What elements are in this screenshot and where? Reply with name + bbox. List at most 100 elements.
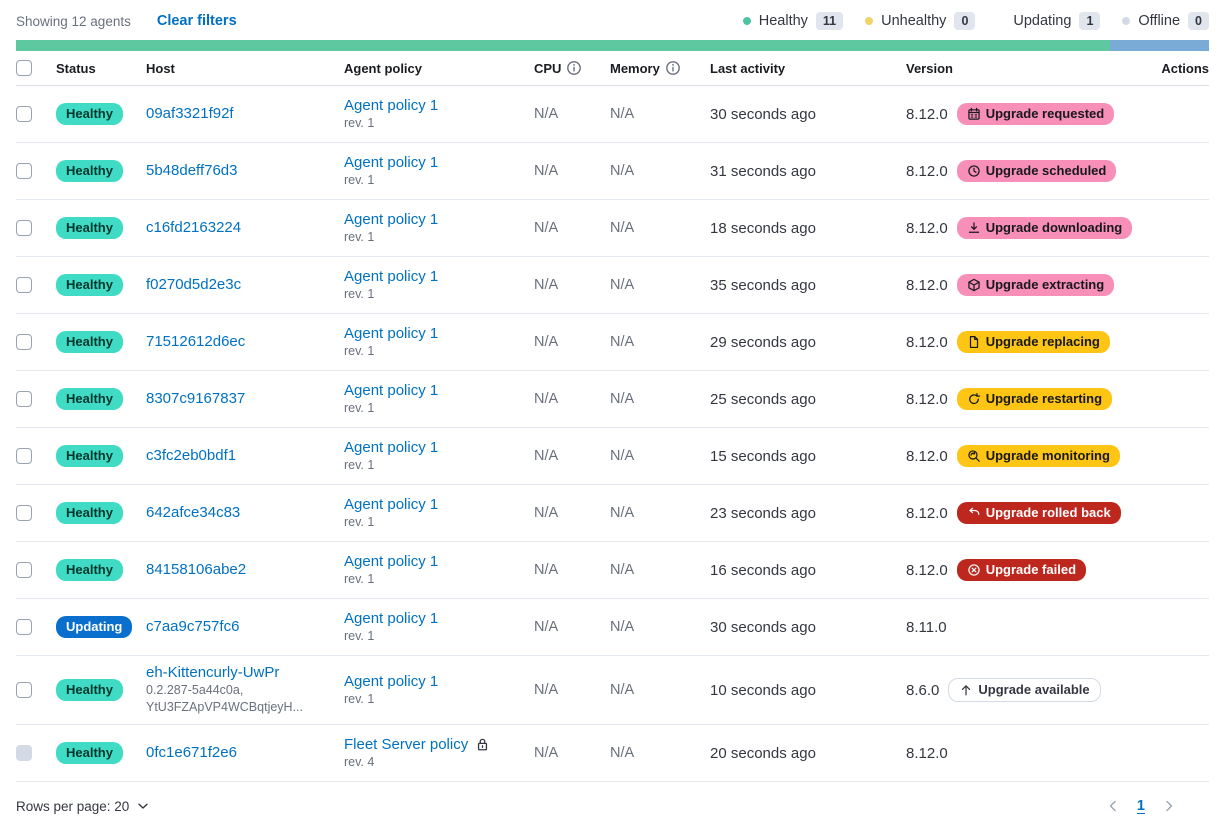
row-actions-button[interactable] — [1201, 452, 1209, 460]
row-checkbox[interactable] — [16, 448, 32, 464]
legend-count-badge: 1 — [1079, 12, 1101, 30]
agent-policy-link[interactable]: Agent policy 1 — [344, 210, 439, 228]
row-checkbox[interactable] — [16, 619, 32, 635]
host-link[interactable]: eh-Kittencurly-UwPr — [146, 664, 280, 681]
row-cpu-cell: N/A — [534, 163, 610, 179]
memory-value: N/A — [610, 745, 635, 761]
agent-policy-link[interactable]: Agent policy 1 — [344, 609, 439, 627]
cross-circle-icon — [967, 563, 981, 577]
host-link[interactable]: 0fc1e671f2e6 — [146, 744, 237, 761]
agent-policy-link[interactable]: Agent policy 1 — [344, 153, 439, 171]
status-badge: Healthy — [56, 217, 123, 239]
row-actions-button[interactable] — [1201, 338, 1209, 346]
agent-policy-link[interactable]: Agent policy 1 — [344, 495, 439, 513]
host-link[interactable]: c16fd2163224 — [146, 219, 242, 236]
row-select-cell — [16, 163, 56, 179]
row-checkbox[interactable] — [16, 334, 32, 350]
info-icon[interactable] — [566, 60, 582, 76]
row-host-cell: 71512612d6ec — [146, 333, 344, 351]
last-activity: 30 seconds ago — [710, 618, 816, 636]
host-link[interactable]: f0270d5d2e3c — [146, 276, 242, 293]
table-row: Healthy f0270d5d2e3c Agent policy 1 rev.… — [16, 257, 1209, 314]
row-memory-cell: N/A — [610, 505, 710, 521]
agent-policy-link[interactable]: Agent policy 1 — [344, 96, 439, 114]
agent-version: 8.11.0 — [906, 618, 947, 636]
cpu-value: N/A — [534, 163, 559, 179]
row-actions-button[interactable] — [1201, 167, 1209, 175]
row-actions-button[interactable] — [1201, 566, 1209, 574]
agent-policy-link[interactable]: Agent policy 1 — [344, 267, 439, 285]
calendar-icon — [967, 107, 981, 121]
agent-version: 8.6.0 — [906, 681, 940, 699]
row-actions-cell — [1146, 395, 1209, 403]
agent-version: 8.12.0 — [906, 276, 948, 294]
last-activity: 30 seconds ago — [710, 105, 816, 123]
agent-policy-link[interactable]: Agent policy 1 — [344, 324, 439, 342]
row-actions-button[interactable] — [1201, 395, 1209, 403]
row-checkbox[interactable] — [16, 106, 32, 122]
row-actions-button[interactable] — [1201, 224, 1209, 232]
row-cpu-cell: N/A — [534, 334, 610, 350]
agent-policy-link[interactable]: Agent policy 1 — [344, 381, 439, 399]
clear-filters-link[interactable]: Clear filters — [156, 13, 237, 29]
legend-label: Offline — [1138, 13, 1181, 29]
row-checkbox[interactable] — [16, 682, 32, 698]
row-memory-cell: N/A — [610, 106, 710, 122]
row-select-cell — [16, 334, 56, 350]
legend-item-updating[interactable]: Updating 1 — [997, 12, 1101, 30]
last-activity: 31 seconds ago — [710, 162, 816, 180]
row-select-cell — [16, 745, 56, 761]
row-actions-button[interactable] — [1201, 686, 1209, 694]
host-link[interactable]: 8307c9167837 — [146, 390, 246, 407]
host-link[interactable]: 5b48deff76d3 — [146, 162, 238, 179]
agent-policy-link[interactable]: Agent policy 1 — [344, 438, 439, 456]
row-checkbox[interactable] — [16, 391, 32, 407]
page-1-button[interactable]: 1 — [1136, 798, 1145, 814]
table-row: Healthy 5b48deff76d3 Agent policy 1 rev.… — [16, 143, 1209, 200]
legend-item-healthy[interactable]: Healthy 11 — [742, 12, 844, 30]
previous-page-button[interactable] — [1103, 796, 1123, 816]
host-link[interactable]: 84158106abe2 — [146, 561, 247, 578]
next-page-button[interactable] — [1159, 796, 1179, 816]
info-icon[interactable] — [665, 60, 681, 76]
package-icon — [967, 278, 981, 292]
row-cpu-cell: N/A — [534, 220, 610, 236]
row-checkbox[interactable] — [16, 220, 32, 236]
row-actions-button[interactable] — [1201, 749, 1209, 757]
lock-icon — [475, 737, 490, 752]
row-checkbox[interactable] — [16, 505, 32, 521]
status-badge: Healthy — [56, 274, 123, 296]
row-policy-cell: Agent policy 1 rev. 1 — [344, 673, 534, 708]
row-checkbox[interactable] — [16, 562, 32, 578]
row-checkbox[interactable] — [16, 163, 32, 179]
rows-per-page-button[interactable]: Rows per page: 20 — [16, 798, 151, 814]
agent-policy-link[interactable]: Agent policy 1 — [344, 672, 439, 690]
column-header-memory: Memory — [610, 60, 710, 76]
row-memory-cell: N/A — [610, 619, 710, 635]
row-cpu-cell: N/A — [534, 277, 610, 293]
host-link[interactable]: c3fc2eb0bdf1 — [146, 447, 237, 464]
host-link[interactable]: 09af3321f92f — [146, 105, 234, 122]
agent-policy-link[interactable]: Agent policy 1 — [344, 552, 439, 570]
refresh-icon — [967, 392, 981, 406]
row-actions-cell — [1146, 509, 1209, 517]
host-link[interactable]: 642afce34c83 — [146, 504, 241, 521]
row-cpu-cell: N/A — [534, 562, 610, 578]
row-version-cell: 8.6.0 Upgrade available — [906, 678, 1146, 702]
agent-policy-link[interactable]: Fleet Server policy — [344, 735, 469, 753]
row-actions-button[interactable] — [1201, 110, 1209, 118]
legend-item-offline[interactable]: Offline 0 — [1122, 12, 1209, 30]
host-link[interactable]: c7aa9c757fc6 — [146, 618, 240, 635]
host-link[interactable]: 71512612d6ec — [146, 333, 246, 350]
legend-item-unhealthy[interactable]: Unhealthy 0 — [865, 12, 976, 30]
column-header-actions: Actions — [1161, 60, 1209, 76]
row-cpu-cell: N/A — [534, 745, 610, 761]
healthy-bar-segment — [16, 40, 1110, 51]
row-checkbox[interactable] — [16, 277, 32, 293]
row-actions-button[interactable] — [1201, 623, 1209, 631]
table-row: Healthy c3fc2eb0bdf1 Agent policy 1 rev.… — [16, 428, 1209, 485]
row-actions-button[interactable] — [1201, 281, 1209, 289]
row-actions-button[interactable] — [1201, 509, 1209, 517]
row-policy-cell: Agent policy 1 rev. 1 — [344, 610, 534, 645]
select-all-checkbox[interactable] — [16, 60, 32, 76]
